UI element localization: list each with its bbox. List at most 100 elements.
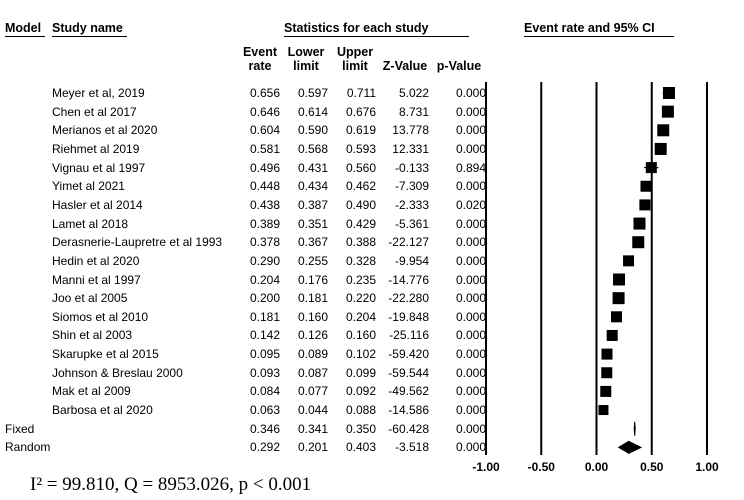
study-point — [606, 329, 618, 341]
row-lower-limit: 0.597 — [297, 86, 328, 100]
row-p-value: 0.000 — [455, 272, 486, 287]
row-p-value: 0.000 — [455, 291, 486, 306]
study-point — [654, 142, 667, 155]
row-study-name: Siomos et al 2010 — [52, 309, 149, 324]
study-point — [639, 199, 651, 211]
row-upper-limit: 0.403 — [345, 440, 376, 455]
row-p-value: 0.000 — [455, 235, 486, 250]
row-event-rate: 0.084 — [249, 384, 280, 399]
study-point — [613, 273, 626, 286]
row-lower-limit: 0.077 — [297, 384, 328, 399]
row-event-rate: 0.448 — [249, 179, 280, 194]
header-model: Model — [5, 21, 42, 35]
row-z-value: -59.420 — [388, 347, 429, 362]
row-p-value: 0.000 — [455, 123, 486, 138]
row-lower-limit: 0.434 — [297, 179, 328, 194]
row-lower-limit: 0.341 — [297, 421, 328, 436]
row-study-name: Riehmet al 2019 — [52, 141, 140, 156]
x-tick-label: 0.00 — [584, 460, 609, 474]
row-event-rate: 0.292 — [249, 440, 280, 455]
row-z-value: -22.127 — [388, 235, 429, 250]
row-p-value: 0.000 — [455, 179, 486, 194]
row-study-name: Lamet al 2018 — [52, 216, 129, 231]
study-point — [611, 311, 623, 323]
row-p-value: 0.000 — [455, 384, 486, 399]
col-header-upper-limit-line1: Upper — [336, 45, 374, 59]
row-lower-limit: 0.160 — [297, 309, 328, 324]
row-event-rate: 0.204 — [249, 272, 280, 287]
row-z-value: -14.586 — [388, 403, 429, 418]
study-point — [600, 385, 612, 397]
row-upper-limit: 0.099 — [345, 365, 376, 380]
row-lower-limit: 0.387 — [297, 197, 328, 212]
row-event-rate: 0.290 — [249, 253, 280, 268]
table-row: Joo et al 2005 0.200 0.181 0.220 -22.280 0.00… — [0, 289, 744, 308]
row-p-value: 0.000 — [455, 141, 486, 156]
pooled-diamond-random — [617, 440, 643, 454]
header-study-name: Study name — [52, 21, 123, 35]
row-z-value: -60.428 — [388, 421, 429, 436]
study-point — [601, 367, 613, 379]
row-lower-limit: 0.431 — [297, 160, 328, 175]
table-row: Shin et al 2003 0.142 0.126 0.160 -25.116 0.0… — [0, 326, 744, 345]
row-p-value: 0.000 — [455, 216, 486, 231]
row-upper-limit: 0.490 — [345, 197, 376, 212]
col-header-upper-limit-line2: limit — [342, 59, 368, 73]
row-p-value: 0.000 — [455, 253, 486, 268]
row-lower-limit: 0.126 — [297, 328, 328, 343]
row-event-rate: 0.604 — [249, 123, 280, 138]
header-underline-model — [5, 36, 45, 37]
row-z-value: 8.731 — [398, 104, 429, 119]
col-header-lower-limit-line1: Lower — [287, 45, 325, 59]
row-lower-limit: 0.044 — [297, 403, 328, 418]
row-upper-limit: 0.388 — [345, 235, 376, 250]
row-p-value: 0.000 — [455, 328, 486, 343]
row-model: Fixed — [5, 421, 35, 436]
row-lower-limit: 0.089 — [297, 347, 328, 362]
pooled-diamond-fixed — [633, 421, 636, 436]
row-p-value: 0.000 — [455, 347, 486, 362]
table-row: Johnson & Breslau 2000 0.093 0.087 0.099 -59… — [0, 364, 744, 383]
table-row: Siomos et al 2010 0.181 0.160 0.204 -19.848 0… — [0, 308, 744, 327]
heterogeneity-footnote: I² = 99.810, Q = 8953.026, p < 0.001 — [30, 474, 312, 495]
row-z-value: -5.361 — [394, 216, 429, 231]
col-header-lower-limit: Lower limit — [284, 45, 328, 73]
row-lower-limit: 0.181 — [297, 291, 328, 306]
study-point — [640, 180, 652, 192]
table-row: Hedin et al 2020 0.290 0.255 0.328 -9.954 0.0… — [0, 252, 744, 271]
row-study-name: Merianos et al 2020 — [52, 123, 158, 138]
row-upper-limit: 0.328 — [345, 253, 376, 268]
x-tick-label: 1.00 — [695, 460, 719, 474]
row-upper-limit: 0.619 — [345, 123, 376, 138]
row-lower-limit: 0.590 — [297, 123, 328, 138]
row-event-rate: 0.181 — [249, 309, 280, 324]
row-event-rate: 0.581 — [249, 141, 280, 156]
x-tick-label: -1.00 — [472, 460, 500, 474]
row-z-value: -14.776 — [388, 272, 429, 287]
row-p-value: 0.000 — [455, 403, 486, 418]
row-upper-limit: 0.088 — [345, 403, 376, 418]
row-study-name: Barbosa et al 2020 — [52, 403, 153, 418]
table-row: Chen et al 2017 0.646 0.614 0.676 8.731 0.000 — [0, 103, 744, 122]
table-row: Manni et al 1997 0.204 0.176 0.235 -14.776 0.… — [0, 271, 744, 290]
row-study-name: Vignau et al 1997 — [52, 160, 146, 175]
header-underline-statistics — [284, 36, 469, 37]
row-lower-limit: 0.367 — [297, 235, 328, 250]
study-point — [632, 236, 645, 249]
study-point — [601, 348, 613, 360]
row-event-rate: 0.346 — [249, 421, 280, 436]
row-study-name: Joo et al 2005 — [52, 291, 128, 306]
row-upper-limit: 0.160 — [345, 328, 376, 343]
study-point — [598, 405, 609, 416]
row-p-value: 0.000 — [455, 104, 486, 119]
table-row: Mak et al 2009 0.084 0.077 0.092 -49.562 0.00… — [0, 382, 744, 401]
study-point — [623, 255, 635, 267]
header-underline-study-name — [52, 36, 127, 37]
row-z-value: -59.544 — [388, 365, 429, 380]
col-header-event-rate-line2: rate — [248, 59, 272, 73]
row-p-value: 0.000 — [455, 365, 486, 380]
row-upper-limit: 0.676 — [345, 104, 376, 119]
row-p-value: 0.020 — [455, 197, 486, 212]
row-study-name: Manni et al 1997 — [52, 272, 141, 287]
row-model: Random — [5, 440, 51, 455]
